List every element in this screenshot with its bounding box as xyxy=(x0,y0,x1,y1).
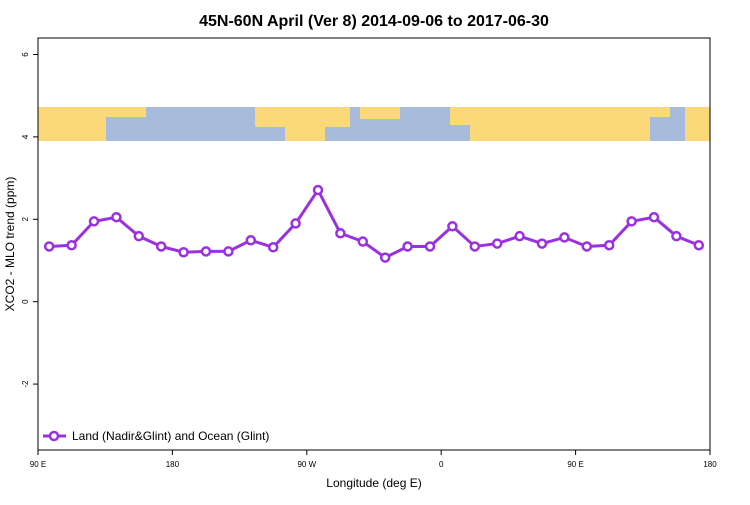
marker xyxy=(514,230,525,242)
marker xyxy=(267,242,279,253)
marker xyxy=(491,238,503,249)
marker xyxy=(66,239,77,251)
marker xyxy=(469,241,481,252)
y-axis-label: XCO2 - MLO trend (ppm) xyxy=(3,177,17,312)
marker xyxy=(133,230,145,242)
marker xyxy=(335,228,346,239)
marker xyxy=(424,241,436,252)
marker xyxy=(536,238,548,249)
marker xyxy=(357,236,369,247)
x-axis-label: Longitude (deg E) xyxy=(326,476,421,490)
marker xyxy=(379,252,391,263)
marker xyxy=(43,241,55,252)
legend-marker xyxy=(48,430,60,442)
plot-frame xyxy=(37,37,711,451)
legend-label: Land (Nadir&Glint) and Ocean (Glint) xyxy=(72,429,269,443)
marker xyxy=(111,211,122,223)
line xyxy=(49,187,700,260)
x-tick-label: 90 E xyxy=(567,460,583,469)
marker xyxy=(88,216,100,227)
x-tick-label: 90 W xyxy=(297,460,316,469)
marker xyxy=(223,246,234,257)
marker xyxy=(671,230,682,242)
marker xyxy=(312,184,324,196)
marker xyxy=(648,211,660,223)
x-tick-label: 180 xyxy=(166,460,180,469)
y-tick-label: 2 xyxy=(21,217,30,222)
marker xyxy=(447,221,458,232)
y-tick-label: -2 xyxy=(21,380,30,388)
marker xyxy=(245,235,257,246)
marker xyxy=(559,232,570,243)
x-tick-label: 90 E xyxy=(30,460,46,469)
marker xyxy=(402,241,413,252)
marker xyxy=(155,241,167,252)
x-tick-label: 0 xyxy=(439,460,444,469)
y-tick-label: 0 xyxy=(21,299,30,304)
marker xyxy=(603,239,615,251)
marker xyxy=(626,216,637,227)
y-tick-label: 6 xyxy=(21,52,30,57)
map-band xyxy=(38,107,710,141)
marker xyxy=(693,239,705,251)
y-tick-label: 4 xyxy=(21,134,30,139)
chart-title: 45N-60N April (Ver 8) 2014-09-06 to 2017… xyxy=(199,13,549,30)
marker xyxy=(581,241,593,252)
marker xyxy=(290,218,301,229)
x-tick-label: 180 xyxy=(703,460,717,469)
marker xyxy=(178,246,189,258)
marker xyxy=(200,246,212,257)
